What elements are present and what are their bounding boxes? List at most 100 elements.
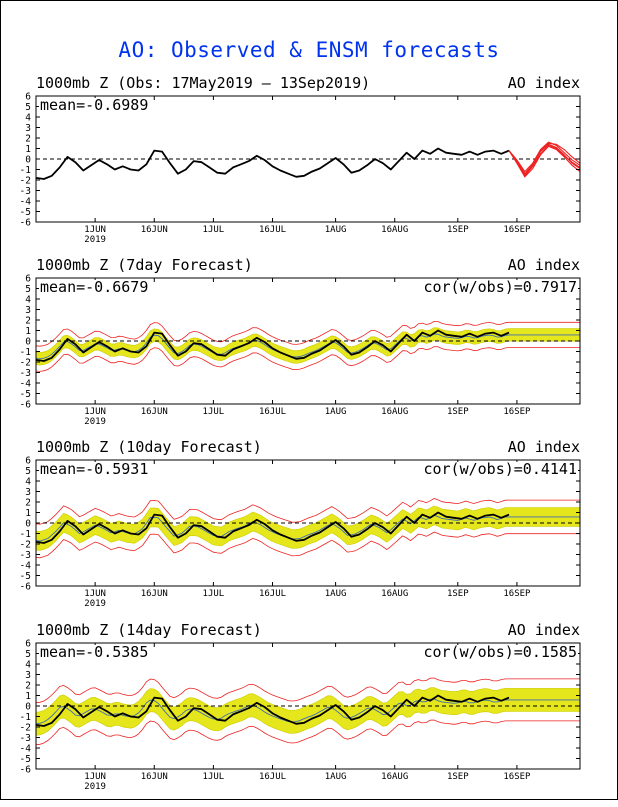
y-tick-label: -5 — [20, 389, 31, 400]
x-tick-label: 1JUN — [84, 589, 106, 599]
mean-label-bg — [39, 98, 151, 113]
y-tick-label: -6 — [20, 582, 32, 593]
panel-title: 1000mb Z (Obs: 17May2019 – 13Sep2019) — [36, 74, 370, 92]
y-tick-label: -2 — [20, 176, 31, 187]
x-tick-label: 1JUN — [84, 772, 106, 782]
index-label: AO index — [508, 74, 580, 92]
mean-label: mean=-0.6679 — [40, 278, 148, 296]
panel-title: 1000mb Z (14day Forecast) — [36, 621, 262, 639]
x-tick-label: 1JUL — [203, 225, 225, 235]
y-tick-label: -2 — [20, 723, 31, 734]
x-tick-label: 1JUL — [203, 772, 225, 782]
x-tick-label: 16JUN — [141, 589, 168, 599]
observed-line — [35, 147, 510, 180]
x-tick-label: 1AUG — [325, 407, 347, 417]
panel-observed: 1000mb Z (Obs: 17May2019 – 13Sep2019) AO … — [20, 74, 581, 245]
index-label: AO index — [508, 438, 580, 456]
x-tick-label: 1JUL — [203, 407, 225, 417]
x-tick-label: 16SEP — [503, 225, 531, 235]
spread-max-line — [35, 320, 580, 347]
y-tick-label: 3 — [25, 487, 31, 498]
y-tick-label: -4 — [20, 379, 32, 390]
spread-band — [35, 327, 581, 366]
y-tick-label: 6 — [25, 639, 31, 650]
y-tick-label: -4 — [20, 197, 32, 208]
cor-label-bg — [421, 645, 578, 660]
panel-title: 1000mb Z (7day Forecast) — [36, 256, 253, 274]
x-tick-label: 16JUL — [259, 225, 286, 235]
y-tick-label: 2 — [25, 316, 31, 327]
y-tick-label: 0 — [25, 519, 31, 530]
x-tick-label: 1SEP — [447, 225, 469, 235]
x-tick-label: 1JUN — [84, 225, 106, 235]
year-label: 2019 — [84, 417, 106, 427]
y-tick-label: 4 — [25, 113, 31, 124]
y-tick-label: 0 — [25, 155, 31, 166]
x-tick-label: 16JUL — [259, 407, 286, 417]
y-tick-label: 6 — [25, 456, 31, 467]
y-tick-label: 3 — [25, 305, 31, 316]
cor-label-bg — [421, 462, 578, 477]
x-tick-label: 16SEP — [503, 772, 531, 782]
correlation-label: cor(w/obs)=0.1585 — [423, 643, 577, 661]
x-tick-label: 16AUG — [381, 589, 408, 599]
x-tick-label: 1AUG — [325, 589, 347, 599]
mean-label-bg — [39, 645, 151, 660]
mean-label: mean=-0.6989 — [40, 96, 148, 114]
spread-max-line — [35, 498, 580, 525]
y-tick-label: 4 — [25, 660, 31, 671]
y-tick-label: -2 — [20, 540, 31, 551]
x-tick-label: 16AUG — [381, 225, 408, 235]
y-tick-label: 3 — [25, 123, 31, 134]
spread-max-line — [35, 677, 580, 704]
y-tick-label: 0 — [25, 337, 31, 348]
y-tick-label: -6 — [20, 218, 32, 229]
y-tick-label: -3 — [20, 186, 31, 197]
y-tick-label: 6 — [25, 92, 31, 103]
y-tick-label: 5 — [25, 102, 31, 113]
y-tick-label: -1 — [20, 165, 32, 176]
y-tick-label: 4 — [25, 295, 31, 306]
year-label: 2019 — [84, 235, 106, 245]
x-tick-label: 16AUG — [381, 772, 408, 782]
ensemble-member-2 — [508, 145, 581, 178]
x-tick-label: 1AUG — [325, 225, 347, 235]
y-tick-label: 5 — [25, 649, 31, 660]
year-label: 2019 — [84, 599, 106, 609]
y-tick-label: -4 — [20, 561, 32, 572]
x-tick-label: 1JUL — [203, 589, 225, 599]
y-tick-label: -3 — [20, 550, 31, 561]
spread-min-line — [35, 719, 580, 746]
ensemble-member-4 — [508, 144, 581, 177]
y-tick-label: 1 — [25, 144, 31, 155]
y-tick-label: -3 — [20, 368, 31, 379]
x-tick-label: 16SEP — [503, 589, 531, 599]
y-tick-label: 4 — [25, 477, 31, 488]
y-tick-label: 3 — [25, 670, 31, 681]
mean-label-bg — [39, 462, 151, 477]
y-tick-label: -1 — [20, 347, 32, 358]
y-tick-label: 2 — [25, 498, 31, 509]
ensemble-mean-line — [35, 698, 580, 725]
y-tick-label: 0 — [25, 702, 31, 713]
x-tick-label: 1JUN — [84, 407, 106, 417]
y-tick-label: 2 — [25, 681, 31, 692]
ensemble-member-1 — [508, 141, 581, 173]
mean-label: mean=-0.5931 — [40, 460, 148, 478]
y-tick-label: -1 — [20, 712, 32, 723]
y-tick-label: -4 — [20, 744, 32, 755]
spread-band — [35, 505, 581, 551]
y-tick-label: -6 — [20, 400, 32, 411]
spread-min-line — [35, 531, 580, 559]
y-tick-label: -5 — [20, 571, 31, 582]
year-label: 2019 — [84, 782, 106, 792]
y-tick-label: -1 — [20, 529, 32, 540]
x-tick-label: 16JUL — [259, 772, 286, 782]
x-tick-label: 16JUN — [141, 772, 168, 782]
y-tick-label: 1 — [25, 326, 31, 337]
x-tick-label: 16JUN — [141, 407, 168, 417]
y-tick-label: -3 — [20, 733, 31, 744]
y-tick-label: 1 — [25, 691, 31, 702]
mean-label-bg — [39, 280, 151, 295]
y-tick-label: 1 — [25, 508, 31, 519]
